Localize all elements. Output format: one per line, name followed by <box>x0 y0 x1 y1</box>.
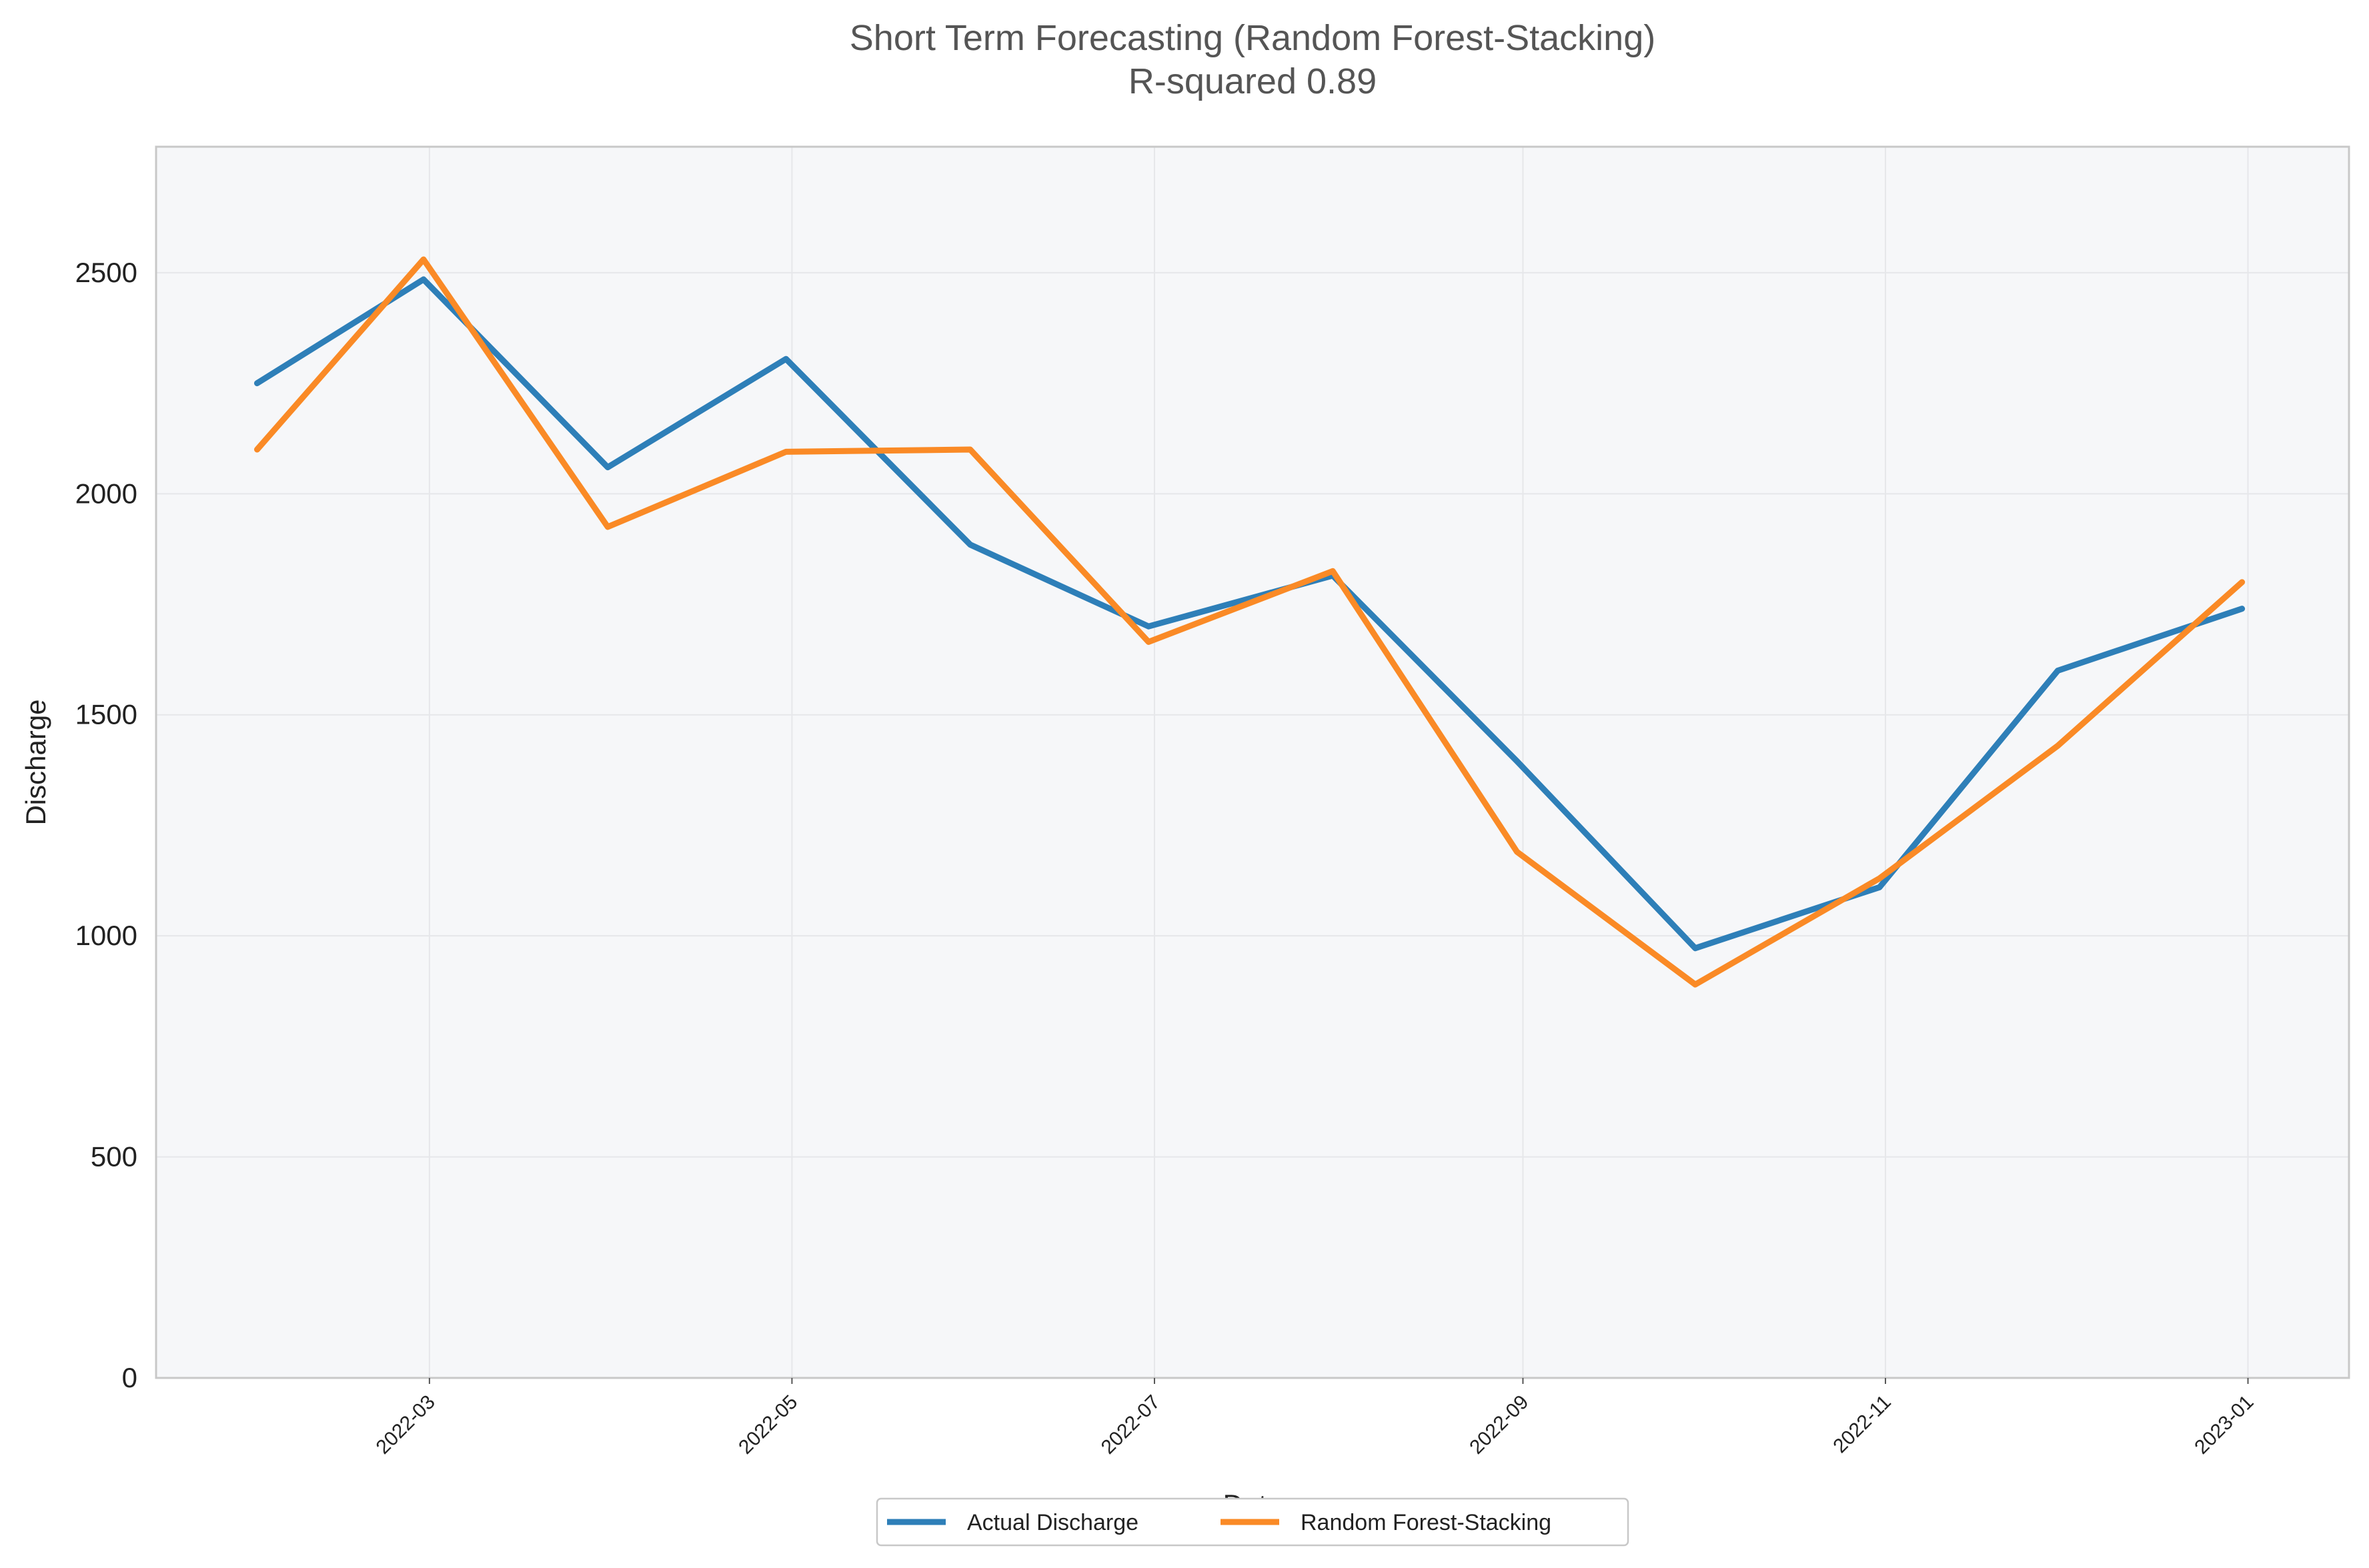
y-tick-label: 500 <box>91 1141 137 1172</box>
x-tick-label: 2022-11 <box>1829 1391 1895 1458</box>
legend-label: Actual Discharge <box>967 1510 1138 1535</box>
plot-frame <box>155 145 2350 1379</box>
y-tick-label: 0 <box>122 1362 137 1393</box>
y-tick-label: 1000 <box>75 920 137 951</box>
x-axis-ticks: 2022-03 2022-05 2022-07 2022-09 2022-11 2023-… <box>372 1378 2258 1459</box>
y-tick-label: 1500 <box>75 699 137 730</box>
x-tick-label: 2022-03 <box>372 1391 440 1459</box>
gridlines <box>156 147 2349 1379</box>
series-line-2 <box>254 256 2246 988</box>
x-tick-label: 2022-07 <box>1097 1391 1164 1459</box>
plot-area <box>156 147 2349 1378</box>
x-tick-label: 2023-01 <box>2190 1391 2258 1459</box>
chart-title: Short Term Forecasting (Random Forest-St… <box>850 18 1655 58</box>
chart-subtitle: R-squared 0.89 <box>1128 61 1377 101</box>
legend-label: Random Forest-Stacking <box>1301 1510 1551 1535</box>
y-tick-label: 2500 <box>75 257 137 288</box>
series-lines <box>254 256 2246 988</box>
series-line-1 <box>254 276 2246 952</box>
x-tick-label: 2022-05 <box>734 1391 802 1459</box>
y-tick-label: 2000 <box>75 478 137 509</box>
legend: Actual Discharge Random Forest-Stacking <box>876 1497 1629 1547</box>
y-axis-label: Discharge <box>20 699 51 825</box>
y-axis-ticks: 0 500 1000 1500 2000 2500 <box>75 257 137 1393</box>
x-tick-label: 2022-09 <box>1465 1391 1533 1459</box>
